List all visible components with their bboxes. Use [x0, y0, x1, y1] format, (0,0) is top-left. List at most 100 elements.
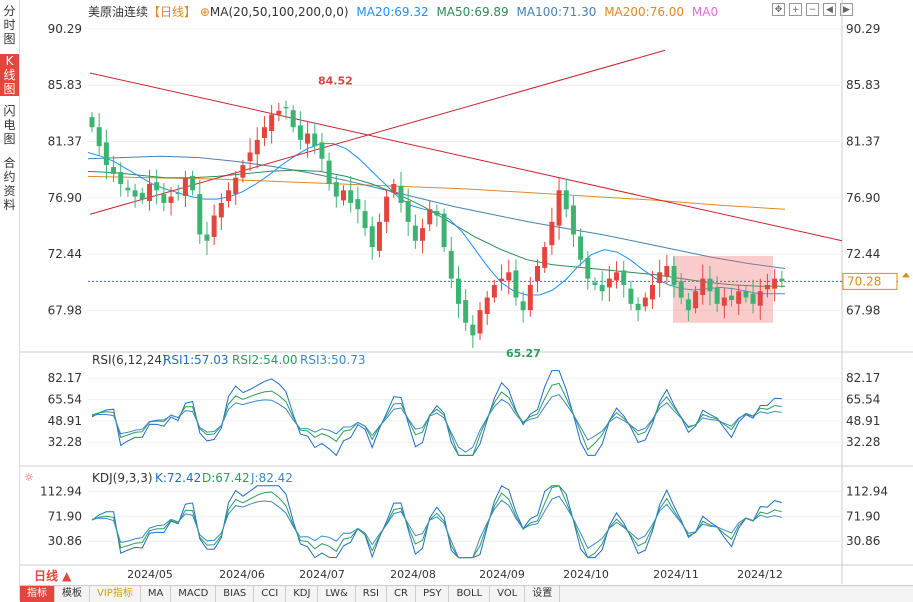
candle-body: [362, 211, 368, 229]
toolbar-item[interactable]: KDJ: [286, 586, 319, 602]
kdj-tick-left: 30.86: [48, 534, 82, 548]
candle-body: [671, 266, 677, 285]
rsi-tick-right: 32.28: [846, 435, 880, 449]
rsi-header-label: RSI1:57.03: [163, 353, 229, 367]
tab-contract-info[interactable]: 合约资料: [3, 156, 16, 212]
candle-body: [168, 196, 174, 203]
toolbar-item[interactable]: CR: [387, 586, 416, 602]
rsi-tick-left: 48.91: [48, 414, 82, 428]
toolbar-item[interactable]: VOL: [490, 586, 526, 602]
rsi3-line: [91, 394, 782, 453]
toolbar-item[interactable]: 设置: [525, 586, 561, 602]
low-label: 65.27: [506, 347, 541, 360]
candle-body: [261, 127, 267, 138]
kdj-tick-right: 30.86: [846, 534, 880, 548]
kdj-tick-left: 71.90: [48, 509, 82, 523]
candle-body: [427, 209, 433, 225]
rsi-tick-right: 82.17: [846, 371, 880, 385]
candle-body: [614, 272, 620, 281]
candle-body: [384, 196, 390, 222]
x-axis-label: 2024/08: [390, 568, 436, 581]
chart-tools: ✥ + − ◀ ▶: [772, 3, 853, 16]
price-tick-right: 67.98: [846, 303, 880, 317]
rsi-tick-left: 32.28: [48, 435, 82, 449]
tab-timeshare[interactable]: 分时图: [3, 4, 16, 46]
candle-body: [736, 291, 742, 304]
candle-body: [89, 117, 95, 128]
x-axis-label: 2024/05: [127, 568, 173, 581]
indicator-toolbar: 指标 模板 VIP指标 MA MACD BIAS CCI KDJ LW& RSI CR PSY BOLL…: [20, 585, 913, 602]
candle-body: [578, 236, 584, 260]
candle-body: [721, 297, 727, 306]
candle-body: [693, 291, 699, 309]
candle-body: [398, 185, 404, 203]
move-icon[interactable]: ✥: [772, 3, 785, 16]
ma200-value: MA200:76.00: [604, 5, 685, 19]
candle-body: [714, 287, 720, 304]
candle-body: [685, 299, 691, 311]
range-box: [673, 255, 773, 323]
chart-header: 美原油连续【日线】 ⊕MA(20,50,100,200,0,0) MA20:69…: [88, 3, 718, 20]
candle-body: [678, 281, 684, 298]
candle-body: [103, 142, 109, 166]
candle-body: [542, 247, 548, 268]
kdj-k-line: [91, 485, 782, 559]
candle-body: [290, 110, 296, 128]
toolbar-item[interactable]: 指标: [20, 586, 55, 602]
zoom-in-icon[interactable]: +: [789, 3, 802, 16]
rsi-tick-right: 48.91: [846, 414, 880, 428]
candle-body: [233, 177, 239, 195]
ma0-value: MA0: [691, 5, 719, 19]
kdj-tick-left: 112.94: [40, 484, 82, 498]
candle-body: [621, 270, 627, 285]
next-icon[interactable]: ▶: [840, 3, 853, 16]
candle-body: [161, 194, 167, 203]
left-tab-bar: 分时图 K线图 闪电图 合约资料: [0, 0, 20, 601]
price-tick-left: 90.29: [48, 22, 82, 36]
candle-body: [132, 190, 138, 197]
candle-body: [297, 125, 303, 140]
candle-body: [111, 166, 117, 174]
ma50-value: MA50:69.89: [436, 5, 509, 19]
ma20-value: MA20:69.32: [356, 5, 429, 19]
period-label[interactable]: 【日线】: [148, 5, 197, 19]
candle-body: [96, 127, 102, 147]
toolbar-item[interactable]: LW&: [318, 586, 356, 602]
price-tick-left: 85.83: [48, 78, 82, 92]
candle-body: [391, 184, 397, 193]
toolbar-item[interactable]: BIAS: [216, 586, 255, 602]
candle-body: [563, 190, 569, 210]
toolbar-item[interactable]: VIP指标: [90, 586, 141, 602]
candle-body: [455, 278, 461, 304]
toolbar-item[interactable]: PSY: [416, 586, 450, 602]
candle-body: [305, 133, 311, 144]
candle-body: [247, 152, 253, 162]
prev-icon[interactable]: ◀: [823, 3, 836, 16]
x-axis-label: 2024/09: [479, 568, 525, 581]
toolbar-item[interactable]: MA: [141, 586, 172, 602]
high-label: 84.52: [318, 74, 353, 87]
candle-body: [154, 182, 160, 191]
tab-kline[interactable]: K线图: [0, 54, 19, 96]
candle-body: [599, 284, 605, 292]
candle-body: [585, 257, 591, 279]
toolbar-item[interactable]: RSI: [356, 586, 388, 602]
candle-body: [779, 278, 785, 282]
toolbar-item[interactable]: BOLL: [449, 586, 491, 602]
rsi-header-label: RSI(6,12,24): [92, 353, 167, 367]
trend-line-up: [89, 49, 666, 215]
candle-body: [139, 192, 145, 200]
tab-flash[interactable]: 闪电图: [3, 104, 16, 146]
toolbar-item[interactable]: MACD: [171, 586, 217, 602]
candle-body: [118, 172, 124, 184]
settings-icon[interactable]: ⊕: [199, 5, 210, 19]
candle-body: [146, 184, 152, 202]
rsi2-line: [91, 382, 782, 456]
period-selector[interactable]: 日线 ▲: [20, 568, 84, 584]
zoom-out-icon[interactable]: −: [806, 3, 819, 16]
candle-body: [700, 278, 706, 296]
toolbar-item[interactable]: 模板: [55, 586, 90, 602]
toolbar-item[interactable]: CCI: [254, 586, 287, 602]
candle-body: [211, 215, 217, 237]
candle-body: [348, 190, 354, 203]
